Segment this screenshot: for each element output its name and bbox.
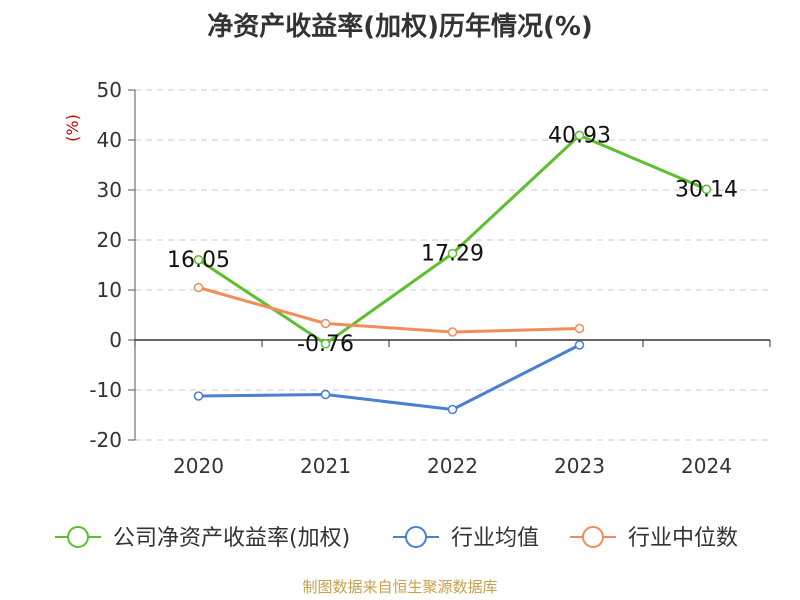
x-tick-label: 2023 xyxy=(554,454,605,478)
legend: 公司净资产收益率(加权) 行业均值 行业中位数 xyxy=(55,526,738,551)
data-point xyxy=(574,340,585,350)
axes: 50 40 30 20 10 0 -10 -20 2020 2021 2022 2023 2024 (%) xyxy=(63,78,771,478)
grid-lines xyxy=(135,89,770,441)
y-tick-label: -10 xyxy=(89,378,122,402)
x-tick-label: 2024 xyxy=(681,454,732,478)
data-label: -0.76 xyxy=(297,332,354,357)
data-point xyxy=(193,255,204,265)
y-tick-label: 50 xyxy=(97,78,122,102)
data-point xyxy=(193,282,204,293)
data-labels: 16.05 -0.76 17.29 40.93 30.14 xyxy=(167,123,738,356)
legend-label: 行业均值 xyxy=(451,526,539,551)
data-label: 17.29 xyxy=(421,242,484,267)
legend-label: 行业中位数 xyxy=(628,526,738,551)
series-line xyxy=(198,286,580,334)
data-point xyxy=(574,130,585,141)
y-tick-label: 30 xyxy=(97,178,122,202)
data-point xyxy=(701,184,712,195)
data-label: 30.14 xyxy=(675,177,738,202)
y-tick-label: 20 xyxy=(97,228,122,252)
legend-marker xyxy=(405,526,427,548)
data-point xyxy=(320,339,331,349)
legend-marker xyxy=(582,526,604,548)
y-tick-label: 10 xyxy=(97,278,122,302)
data-point xyxy=(193,391,204,401)
series-line xyxy=(198,343,581,411)
x-tick-label: 2022 xyxy=(427,454,478,478)
y-tick-label: -20 xyxy=(89,428,122,452)
data-point xyxy=(447,327,458,337)
y-axis-label: (%) xyxy=(63,114,82,142)
legend-marker xyxy=(67,526,89,548)
y-tick-label: 40 xyxy=(97,128,122,152)
x-tick-label: 2020 xyxy=(173,454,224,478)
data-point xyxy=(447,248,458,259)
source-note: 制图数据来自恒生聚源数据库 xyxy=(302,578,498,596)
data-point xyxy=(320,389,331,400)
chart-title: 净资产收益率(加权)历年情况(%) xyxy=(207,12,593,42)
x-tick-label: 2021 xyxy=(300,454,351,478)
legend-label: 公司净资产收益率(加权) xyxy=(113,526,350,551)
y-tick-label: 0 xyxy=(109,328,122,352)
series-lines xyxy=(193,130,712,415)
data-point xyxy=(574,323,585,334)
data-point xyxy=(447,404,458,415)
data-label: 16.05 xyxy=(167,248,230,273)
data-label: 40.93 xyxy=(548,123,611,148)
data-point xyxy=(320,318,331,329)
